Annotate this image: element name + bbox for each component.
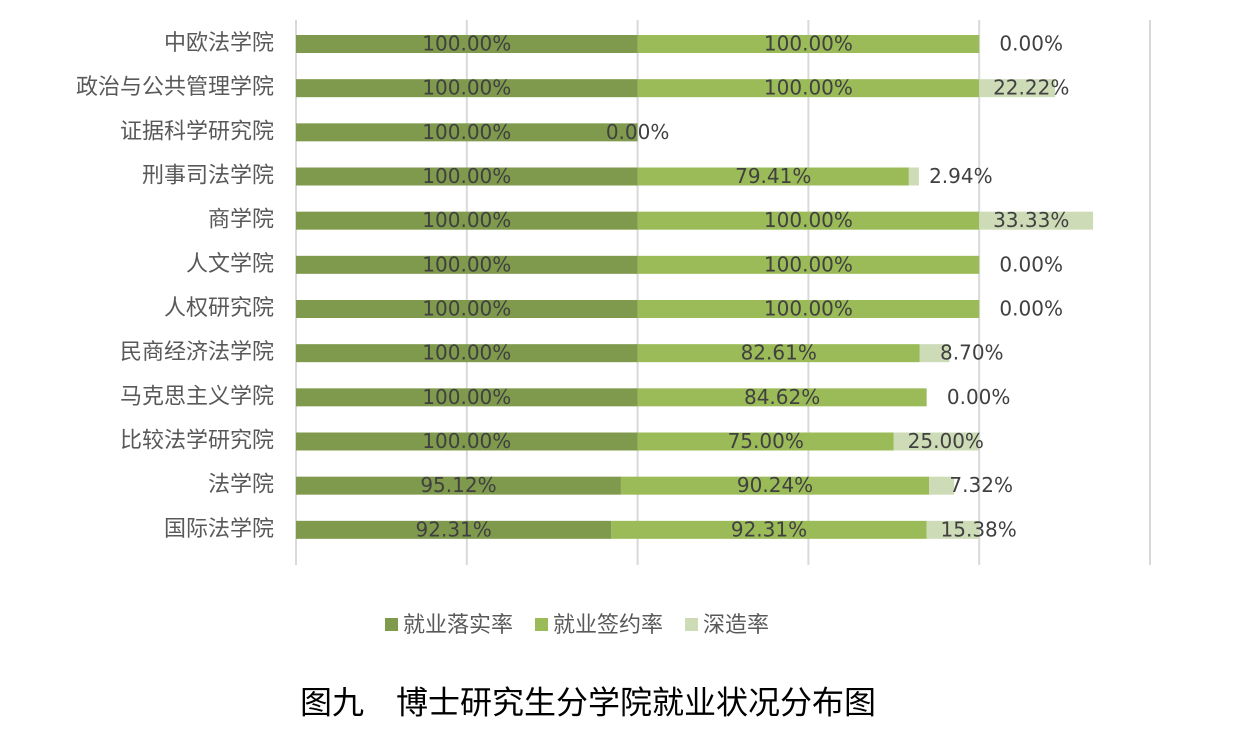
- bar-segment: [296, 35, 638, 53]
- data-label: 100.00%: [764, 252, 853, 276]
- legend-swatch: [535, 618, 549, 631]
- data-label: 100.00%: [422, 341, 511, 365]
- data-label: 8.70%: [940, 341, 1004, 365]
- data-label: 2.94%: [929, 164, 993, 188]
- y-tick-label: 人权研究院: [164, 296, 274, 321]
- data-label: 84.62%: [744, 385, 820, 409]
- y-tick-label: 证据科学研究院: [120, 119, 274, 144]
- bar-segment: [919, 344, 950, 363]
- bar-segment: [979, 79, 1056, 98]
- data-label: 7.32%: [949, 473, 1013, 497]
- data-label: 92.31%: [731, 517, 807, 541]
- bar-segment: [296, 123, 638, 142]
- bar-segment: [637, 388, 927, 407]
- legend-swatch: [685, 618, 699, 631]
- bar-segment: [637, 167, 909, 186]
- data-label: 100.00%: [764, 76, 853, 100]
- legend-swatch: [385, 618, 398, 631]
- y-tick-label: 法学院: [208, 473, 274, 498]
- y-tick-label: 政治与公共管理学院: [76, 75, 274, 100]
- bar-segment: [296, 432, 638, 451]
- bar-segment: [637, 255, 980, 274]
- y-tick-label: 民商经济法学院: [120, 340, 274, 365]
- legend-label: 就业签约率: [553, 613, 663, 638]
- bar-segment: [979, 211, 1094, 230]
- bar-segment: [296, 476, 621, 495]
- bar-segment: [637, 79, 980, 98]
- bar-segment: [296, 167, 638, 186]
- data-label: 92.31%: [416, 517, 492, 541]
- data-label: 100.00%: [422, 429, 511, 453]
- y-tick-label: 马克思主义学院: [120, 384, 274, 409]
- bar-segment: [637, 344, 920, 363]
- bar-segment: [637, 35, 980, 53]
- data-label: 90.24%: [737, 473, 813, 497]
- data-label: 0.00%: [947, 385, 1011, 409]
- data-label: 25.00%: [908, 429, 984, 453]
- data-label: 100.00%: [422, 32, 511, 56]
- bar-segment: [296, 255, 638, 274]
- bar-segment: [296, 300, 638, 318]
- bar-segment: [893, 432, 980, 451]
- data-label: 100.00%: [764, 208, 853, 232]
- data-label: 0.00%: [999, 297, 1063, 321]
- data-label: 0.00%: [606, 120, 670, 144]
- data-label: 100.00%: [422, 208, 511, 232]
- y-tick-label: 刑事司法学院: [142, 164, 274, 189]
- bar-segment: [296, 344, 638, 363]
- legend-label: 深造率: [703, 613, 769, 638]
- chart-title: 图九 博士研究生分学院就业状况分布图: [300, 684, 876, 722]
- bar-segment: [611, 520, 927, 539]
- data-label: 15.38%: [941, 517, 1017, 541]
- y-tick-label: 国际法学院: [164, 517, 274, 542]
- y-tick-label: 人文学院: [186, 252, 274, 277]
- data-label: 0.00%: [999, 252, 1063, 276]
- y-tick-label: 中欧法学院: [164, 31, 274, 56]
- data-label: 75.00%: [728, 429, 804, 453]
- data-label: 100.00%: [764, 32, 853, 56]
- data-label: 22.22%: [993, 76, 1069, 100]
- data-label: 82.61%: [741, 341, 817, 365]
- legend-label: 就业落实率: [403, 613, 513, 638]
- data-label: 0.00%: [999, 32, 1063, 56]
- bar-segment: [296, 388, 638, 407]
- y-tick-label: 商学院: [208, 208, 274, 233]
- data-label: 95.12%: [420, 473, 496, 497]
- bar-segment: [296, 211, 638, 230]
- data-label: 33.33%: [993, 208, 1069, 232]
- data-label: 100.00%: [422, 252, 511, 276]
- bar-segment: [620, 476, 930, 495]
- bar-segment: [926, 520, 980, 539]
- data-label: 100.00%: [422, 76, 511, 100]
- data-label: 100.00%: [764, 297, 853, 321]
- y-tick-label: 比较法学研究院: [120, 429, 274, 454]
- bar-segment: [296, 79, 638, 98]
- bar-segment: [637, 211, 980, 230]
- data-label: 100.00%: [422, 385, 511, 409]
- bar-segment: [637, 432, 894, 451]
- bar-segment: [637, 300, 980, 318]
- data-label: 100.00%: [422, 297, 511, 321]
- bar-segment: [296, 520, 612, 539]
- data-label: 100.00%: [422, 120, 511, 144]
- data-label: 100.00%: [422, 164, 511, 188]
- bar-segment: [929, 476, 955, 495]
- bar-segment: [908, 167, 919, 186]
- data-label: 79.41%: [735, 164, 811, 188]
